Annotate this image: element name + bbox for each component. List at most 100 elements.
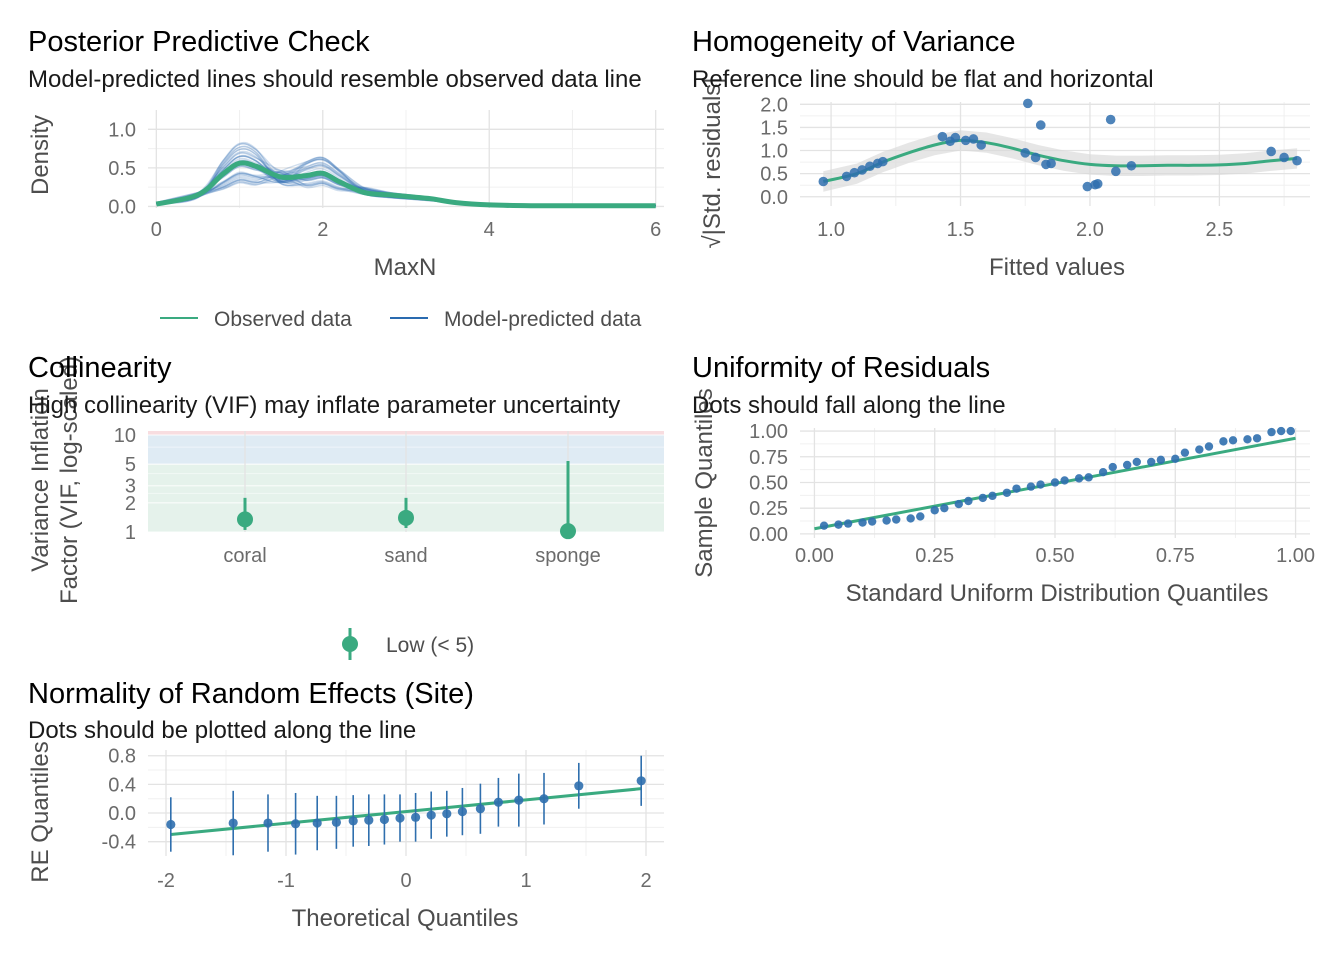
- residual-point: [976, 140, 987, 150]
- residual-point: [1082, 181, 1093, 192]
- panel-title: Posterior Predictive Check: [28, 26, 370, 58]
- x-tick-label: 0: [151, 219, 162, 241]
- y-tick-label: 2.0: [760, 94, 788, 116]
- re-point: [263, 818, 273, 828]
- quantile-point: [858, 518, 867, 527]
- x-tick-label: sponge: [535, 545, 601, 567]
- quantile-point: [954, 499, 963, 509]
- x-axis-title: Fitted values: [989, 254, 1125, 281]
- panel-title: Normality of Random Effects (Site): [28, 678, 474, 710]
- y-tick-label: 0.8: [108, 746, 136, 768]
- re-point: [291, 819, 301, 829]
- y-axis-title-line2: Factor (VIF, log-scaled): [56, 356, 83, 604]
- y-tick-label: 0.0: [108, 196, 136, 218]
- y-tick-label: 1.5: [760, 117, 788, 139]
- x-axis-title: Theoretical Quantiles: [292, 905, 519, 932]
- residual-point: [1023, 98, 1033, 109]
- y-tick-label: 1.00: [749, 421, 788, 443]
- quantile-point: [1147, 457, 1156, 467]
- quantile-point: [964, 496, 973, 506]
- x-tick-label: 2: [640, 870, 651, 892]
- y-axis-title: Sample Quantiles: [691, 388, 718, 577]
- y-tick-label: 0.25: [749, 498, 788, 520]
- x-tick-label: 0: [400, 870, 411, 892]
- x-tick-label: 2.0: [1076, 219, 1104, 241]
- quantile-point: [892, 515, 901, 524]
- quantile-point: [1074, 474, 1084, 483]
- x-tick-label: 2.5: [1205, 219, 1233, 241]
- residual-point: [1030, 152, 1041, 163]
- re-point: [514, 795, 524, 805]
- panel-title: Collinearity: [28, 352, 172, 384]
- quantile-point: [1204, 442, 1214, 451]
- panel-subtitle: Reference line should be flat and horizo…: [692, 66, 1154, 93]
- panel-collinearity: 1 235 10 coral sand sponge Variance Inflation F…: [27, 352, 664, 660]
- residual-point: [1266, 146, 1276, 157]
- quantile-point: [1002, 488, 1012, 497]
- vif-point: [237, 511, 253, 528]
- legend-label-low: Low (< 5): [386, 634, 474, 657]
- quantile-point: [978, 493, 988, 503]
- quantile-point: [1267, 427, 1276, 437]
- residual-point: [1020, 148, 1031, 158]
- re-point: [426, 810, 436, 820]
- residual-point: [1105, 114, 1116, 125]
- x-tick-label: 1.0: [817, 219, 845, 241]
- quantile-point: [1050, 478, 1060, 487]
- residual-point: [1035, 120, 1046, 130]
- panel-subtitle: Dots should fall along the line: [692, 392, 1006, 419]
- quantile-point: [906, 514, 915, 523]
- re-point: [442, 809, 452, 819]
- y-tick-label: 5: [125, 454, 136, 476]
- residual-point: [865, 161, 875, 172]
- re-point: [539, 794, 549, 804]
- y-tick-label: 0.0: [760, 187, 788, 209]
- y-tick-label: 2: [125, 493, 136, 515]
- re-point: [348, 816, 358, 826]
- re-point: [457, 806, 467, 817]
- residual-point: [937, 131, 948, 142]
- y-tick-label: 0.5: [108, 158, 136, 180]
- re-point: [411, 812, 421, 822]
- re-point: [166, 819, 176, 830]
- quantile-point: [940, 503, 949, 513]
- quantile-point: [1252, 434, 1262, 443]
- x-tick-label: 0.00: [795, 545, 834, 567]
- quantile-point: [1180, 448, 1190, 457]
- y-tick-label: 1: [125, 522, 136, 544]
- residual-point: [878, 156, 888, 167]
- quantile-point: [1084, 473, 1093, 482]
- panel-title: Uniformity of Residuals: [692, 352, 990, 384]
- quantile-point: [1219, 437, 1228, 446]
- quantile-point: [1122, 460, 1132, 470]
- quantile-point: [1012, 484, 1021, 493]
- x-axis-title: Standard Uniform Distribution Quantiles: [846, 580, 1269, 607]
- y-tick-label: 10: [114, 425, 136, 447]
- quantile-point: [819, 521, 829, 530]
- quantile-point: [1036, 480, 1045, 489]
- residual-point: [1111, 166, 1121, 177]
- quantile-point: [1098, 468, 1108, 477]
- y-tick-label: -0.4: [102, 832, 136, 854]
- x-tick-label: coral: [223, 545, 266, 567]
- y-tick-label: 0.0: [108, 803, 136, 825]
- quantile-point: [930, 506, 939, 515]
- quantile-point: [916, 512, 925, 521]
- residual-point: [950, 132, 961, 143]
- y-axis-title: √|Std. residuals|: [699, 77, 726, 248]
- legend-label-observed: Observed data: [214, 308, 352, 331]
- panel-posterior-predictive-check: Posterior Predictive Check Model-predicte…: [27, 26, 664, 331]
- reference-line: [170, 787, 642, 837]
- quantile-point: [1156, 455, 1166, 465]
- quantile-point: [988, 491, 997, 501]
- y-tick-label: 0.75: [749, 447, 788, 469]
- y-axis-title: Density: [27, 115, 54, 195]
- x-tick-label: 4: [484, 219, 495, 241]
- x-tick-label: 0.50: [1036, 545, 1075, 567]
- residual-point: [1279, 152, 1289, 163]
- x-tick-label: 1.00: [1276, 545, 1315, 567]
- residual-point: [841, 171, 852, 182]
- residual-point: [1046, 158, 1056, 169]
